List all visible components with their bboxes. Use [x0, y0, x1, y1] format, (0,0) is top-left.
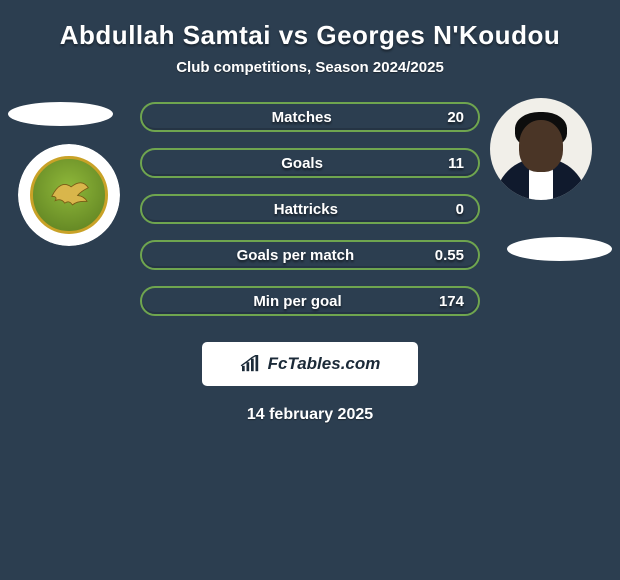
stat-value: 0.55 — [435, 247, 464, 264]
vs-separator: vs — [279, 20, 309, 50]
stat-value: 11 — [448, 155, 464, 172]
branding-text: FcTables.com — [268, 354, 381, 374]
player-photo-icon — [490, 98, 592, 200]
bar-chart-icon — [240, 355, 262, 373]
branding-badge: FcTables.com — [202, 342, 418, 386]
comparison-stage: Matches 20 Goals 11 Hattricks 0 Goals pe… — [0, 102, 620, 316]
stat-label: Hattricks — [274, 201, 338, 218]
club-crest-icon — [18, 144, 120, 246]
avatar-right — [490, 98, 592, 200]
stat-row: Matches 20 — [140, 102, 480, 132]
date-text: 14 february 2025 — [0, 406, 620, 424]
stat-row: Min per goal 174 — [140, 286, 480, 316]
stats-bars: Matches 20 Goals 11 Hattricks 0 Goals pe… — [140, 102, 480, 316]
stat-value: 0 — [456, 201, 464, 218]
stat-label: Goals — [281, 155, 323, 172]
stat-row: Goals per match 0.55 — [140, 240, 480, 270]
placeholder-ellipse-right — [507, 237, 612, 261]
stat-row: Hattricks 0 — [140, 194, 480, 224]
placeholder-ellipse-left — [8, 102, 113, 126]
stat-row: Goals 11 — [140, 148, 480, 178]
eagle-icon — [48, 174, 91, 210]
stat-value: 174 — [439, 293, 464, 310]
subtitle: Club competitions, Season 2024/2025 — [0, 59, 620, 76]
stat-value: 20 — [447, 109, 464, 126]
player-right-name: Georges N'Koudou — [316, 20, 560, 50]
avatar-left — [18, 144, 120, 246]
stat-label: Min per goal — [253, 293, 341, 310]
player-left-name: Abdullah Samtai — [60, 20, 271, 50]
stat-label: Matches — [272, 109, 332, 126]
page-title: Abdullah Samtai vs Georges N'Koudou — [0, 0, 620, 59]
stat-label: Goals per match — [237, 247, 355, 264]
